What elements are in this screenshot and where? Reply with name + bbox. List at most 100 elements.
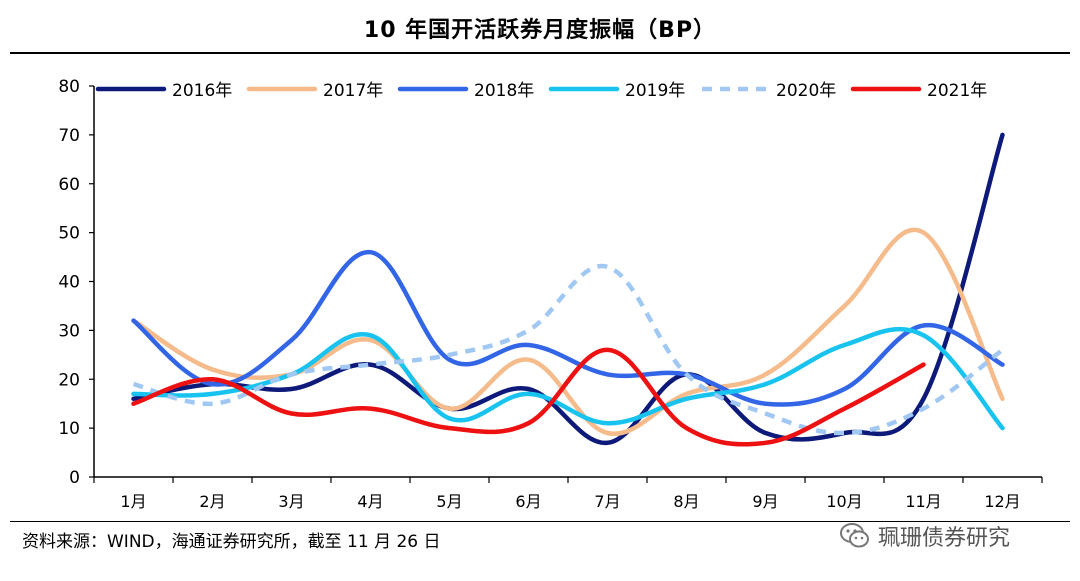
data-point-2017年-12月: [1001, 397, 1005, 401]
x-tick-label: 8月: [673, 492, 699, 511]
wechat-icon: [840, 523, 869, 548]
data-point-2017年-11月: [922, 231, 926, 235]
data-point-2017年-9月: [764, 372, 768, 376]
legend-label-2017年: 2017年: [323, 81, 383, 101]
data-point-2018年-1月: [132, 319, 136, 323]
data-point-2017年-4月: [369, 338, 373, 342]
data-point-2021年-5月: [448, 426, 452, 430]
data-point-2021年-6月: [527, 421, 531, 425]
title-divider: [10, 52, 1070, 54]
data-point-2019年-10月: [843, 343, 847, 347]
data-point-2020年-12月: [1001, 348, 1005, 352]
x-tick-label: 1月: [120, 492, 146, 511]
data-point-2020年-11月: [922, 407, 926, 411]
watermark: 珮珊债券研究: [838, 518, 1010, 554]
data-point-2018年-11月: [922, 323, 926, 327]
data-point-2019年-9月: [764, 382, 768, 386]
data-point-2016年-7月: [606, 441, 610, 445]
data-point-2021年-11月: [922, 363, 926, 367]
y-tick-label: 0: [69, 468, 80, 488]
data-point-2020年-3月: [290, 372, 294, 376]
source-note: 资料来源：WIND，海通证券研究所，截至 11 月 26 日: [22, 532, 441, 552]
data-point-2020年-6月: [527, 328, 531, 332]
legend-label-2020年: 2020年: [776, 81, 836, 101]
data-point-2018年-7月: [606, 372, 610, 376]
data-point-2017年-7月: [606, 431, 610, 435]
data-point-2019年-8月: [685, 397, 689, 401]
data-point-2021年-3月: [290, 411, 294, 415]
series-layer: [131, 132, 1005, 447]
y-tick-label: 40: [58, 273, 80, 293]
data-point-2018年-10月: [843, 387, 847, 391]
y-tick-label: 20: [58, 370, 80, 390]
legend-label-2016年: 2016年: [172, 81, 232, 101]
x-tick-label: 7月: [594, 492, 620, 511]
data-point-2018年-5月: [448, 358, 452, 362]
data-point-2020年-4月: [369, 363, 373, 367]
data-point-2021年-7月: [606, 348, 610, 352]
y-tick-label: 60: [58, 175, 80, 195]
data-point-2017年-6月: [527, 358, 531, 362]
watermark-text: 珮珊债券研究: [878, 526, 1011, 551]
data-point-2016年-1月: [132, 397, 136, 401]
data-point-2019年-6月: [527, 392, 531, 396]
series-line-2018年: [131, 249, 1005, 407]
footer-divider: [10, 521, 1070, 522]
data-point-2017年-2月: [211, 367, 215, 371]
chart-title: 10 年国开活跃券月度振幅（BP）: [363, 18, 717, 43]
data-point-2018年-9月: [764, 402, 768, 406]
data-point-2017年-10月: [843, 304, 847, 308]
data-point-2018年-12月: [1001, 363, 1005, 367]
data-point-2021年-2月: [211, 377, 215, 381]
line-chart: 0 10 20 30 40 50 60 70 80 1月 2月 3月 4月 5月 6月 7月 8月 9月 10月 11…: [58, 77, 1043, 511]
data-point-2020年-2月: [211, 402, 215, 406]
y-tick-label: 30: [58, 321, 80, 341]
data-point-2018年-2月: [211, 382, 215, 386]
legend-label-2021年: 2021年: [927, 81, 987, 101]
data-point-2018年-6月: [527, 343, 531, 347]
data-point-2019年-11月: [922, 333, 926, 337]
data-point-2020年-9月: [764, 411, 768, 415]
data-point-2021年-8月: [685, 426, 689, 430]
legend: 2016年 2017年 2018年 2019年 2020年 2021年: [95, 81, 987, 101]
y-tick-label: 10: [58, 419, 80, 439]
data-point-2016年-3月: [290, 387, 294, 391]
data-point-2020年-7月: [606, 265, 610, 269]
data-point-2020年-8月: [685, 372, 689, 376]
series-line-2016年: [131, 132, 1005, 446]
data-point-2020年-10月: [843, 431, 847, 435]
data-point-2019年-7月: [606, 421, 610, 425]
x-tick-label: 12月: [984, 492, 1020, 511]
data-point-2017年-8月: [685, 392, 689, 396]
x-tick-label: 6月: [515, 492, 541, 511]
data-point-2020年-1月: [132, 382, 136, 386]
data-point-2016年-9月: [764, 431, 768, 435]
x-tick-label: 11月: [905, 492, 941, 511]
data-point-2021年-1月: [132, 402, 136, 406]
data-point-2017年-5月: [448, 407, 452, 411]
y-tick-label: 80: [58, 77, 80, 97]
x-tick-label: 3月: [278, 492, 304, 511]
data-point-2020年-5月: [448, 353, 452, 357]
x-tick-label: 2月: [199, 492, 225, 511]
x-tick-label: 9月: [752, 492, 778, 511]
data-point-2019年-12月: [1001, 426, 1005, 430]
x-tick-label: 10月: [826, 492, 862, 511]
data-point-2019年-2月: [211, 392, 215, 396]
data-point-2021年-10月: [843, 407, 847, 411]
data-point-2018年-3月: [290, 338, 294, 342]
data-point-2019年-5月: [448, 416, 452, 420]
data-point-2016年-6月: [527, 387, 531, 391]
axes-layer: 0 10 20 30 40 50 60 70 80 1月 2月 3月 4月 5月 6月 7月 8月 9月 10月 11…: [58, 77, 1043, 511]
data-point-2019年-1月: [132, 392, 136, 396]
data-point-2018年-4月: [369, 250, 373, 254]
data-point-2019年-4月: [369, 333, 373, 337]
y-tick-label: 70: [58, 126, 80, 146]
data-point-2021年-9月: [764, 441, 768, 445]
series-line-2020年: [132, 263, 1004, 436]
x-tick-label: 4月: [357, 492, 383, 511]
data-point-2016年-12月: [1001, 133, 1005, 137]
series-line-2021年: [131, 347, 926, 447]
data-point-2021年-4月: [369, 407, 373, 411]
y-tick-label: 50: [58, 224, 80, 244]
